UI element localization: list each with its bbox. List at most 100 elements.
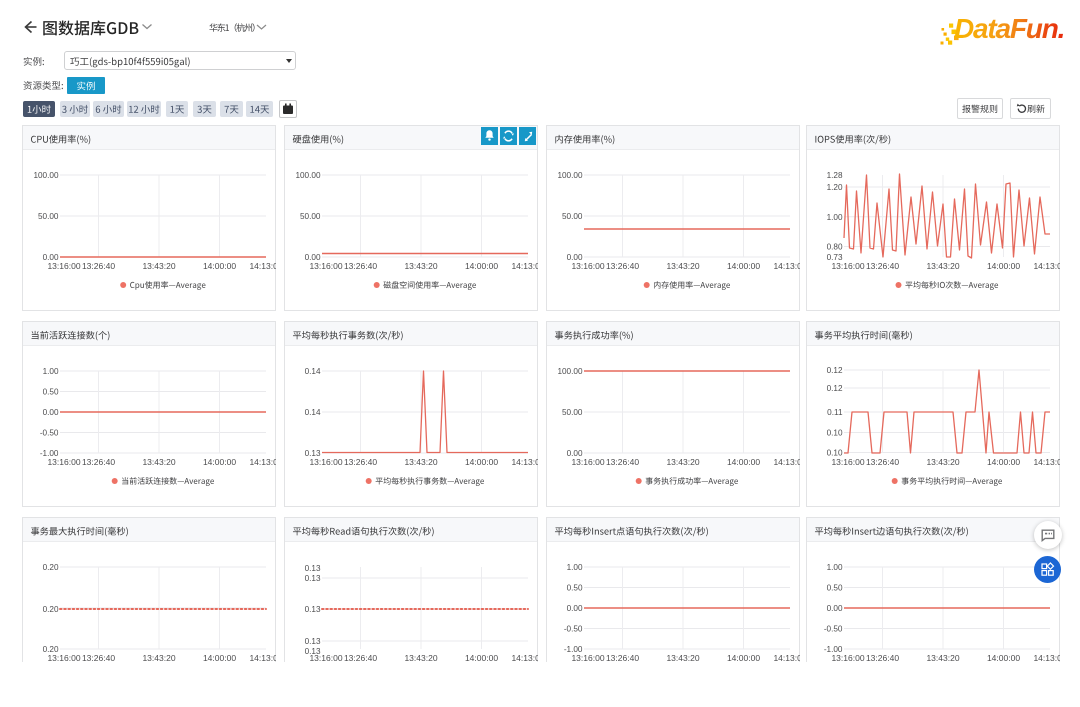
- svg-text:13:26:40: 13:26:40: [606, 261, 639, 271]
- svg-text:14:13:00: 14:13:00: [1033, 261, 1060, 271]
- svg-text:14:13:00: 14:13:00: [773, 261, 800, 271]
- svg-text:13:43:20: 13:43:20: [404, 261, 437, 271]
- svg-text:13:16:00: 13:16:00: [831, 653, 864, 662]
- svg-text:0.00: 0.00: [43, 408, 59, 417]
- svg-text:0.13: 0.13: [305, 637, 321, 646]
- svg-text:14:00:00: 14:00:00: [203, 261, 236, 271]
- svg-text:0.80: 0.80: [827, 243, 843, 252]
- svg-text:-1.00: -1.00: [40, 449, 59, 458]
- svg-text:0.12: 0.12: [827, 384, 843, 393]
- svg-text:13:16:00: 13:16:00: [47, 653, 80, 662]
- svg-text:-1.00: -1.00: [564, 645, 583, 654]
- svg-text:0.00: 0.00: [567, 253, 583, 262]
- svg-text:13:16:00: 13:16:00: [571, 261, 604, 271]
- svg-text:13:26:40: 13:26:40: [606, 457, 639, 467]
- svg-text:0.13: 0.13: [305, 647, 321, 656]
- svg-text:-0.50: -0.50: [40, 429, 59, 438]
- svg-text:50.00: 50.00: [562, 212, 583, 221]
- svg-text:100.00: 100.00: [557, 367, 582, 376]
- svg-text:14:00:00: 14:00:00: [727, 457, 760, 467]
- svg-text:13:16:00: 13:16:00: [47, 261, 80, 271]
- svg-text:13:43:20: 13:43:20: [142, 261, 175, 271]
- svg-text:1.20: 1.20: [827, 183, 843, 192]
- svg-text:0.00: 0.00: [567, 449, 583, 458]
- svg-text:0.13: 0.13: [305, 574, 321, 583]
- svg-text:14:00:00: 14:00:00: [465, 653, 498, 662]
- svg-text:14:13:00: 14:13:00: [249, 457, 276, 467]
- svg-text:0.73: 0.73: [827, 253, 843, 262]
- svg-text:13:16:00: 13:16:00: [309, 261, 342, 271]
- svg-text:14:00:00: 14:00:00: [203, 457, 236, 467]
- svg-text:100.00: 100.00: [33, 171, 58, 180]
- svg-text:50.00: 50.00: [300, 212, 321, 221]
- svg-text:1.00: 1.00: [827, 563, 843, 572]
- svg-text:14:13:00: 14:13:00: [249, 653, 276, 662]
- svg-text:14:00:00: 14:00:00: [727, 653, 760, 662]
- svg-text:1.00: 1.00: [567, 563, 583, 572]
- svg-text:1.00: 1.00: [827, 213, 843, 222]
- svg-text:13:43:20: 13:43:20: [666, 653, 699, 662]
- svg-text:14:13:00: 14:13:00: [511, 653, 538, 662]
- svg-text:0.00: 0.00: [43, 253, 59, 262]
- svg-text:0.20: 0.20: [43, 605, 59, 614]
- svg-text:0.50: 0.50: [567, 584, 583, 593]
- svg-text:13:26:40: 13:26:40: [344, 457, 377, 467]
- svg-text:13:26:40: 13:26:40: [866, 653, 899, 662]
- svg-text:13:43:20: 13:43:20: [404, 457, 437, 467]
- svg-text:1.00: 1.00: [43, 367, 59, 376]
- svg-text:0.00: 0.00: [827, 604, 843, 613]
- svg-text:14:00:00: 14:00:00: [987, 261, 1020, 271]
- svg-text:13:26:40: 13:26:40: [866, 261, 899, 271]
- svg-text:-1.00: -1.00: [824, 645, 843, 654]
- svg-text:13:43:20: 13:43:20: [404, 653, 437, 662]
- svg-text:14:13:00: 14:13:00: [249, 261, 276, 271]
- svg-text:13:26:40: 13:26:40: [606, 653, 639, 662]
- svg-text:13:16:00: 13:16:00: [309, 457, 342, 467]
- svg-text:0.12: 0.12: [827, 366, 843, 375]
- svg-text:13:43:20: 13:43:20: [666, 457, 699, 467]
- svg-text:0.13: 0.13: [305, 564, 321, 573]
- svg-text:13:26:40: 13:26:40: [82, 653, 115, 662]
- svg-text:13:26:40: 13:26:40: [82, 261, 115, 271]
- svg-text:14:00:00: 14:00:00: [465, 457, 498, 467]
- svg-text:-0.50: -0.50: [824, 625, 843, 634]
- svg-text:0.20: 0.20: [43, 563, 59, 572]
- svg-text:0.00: 0.00: [305, 253, 321, 262]
- svg-text:0.11: 0.11: [827, 408, 843, 417]
- svg-text:14:00:00: 14:00:00: [727, 261, 760, 271]
- svg-text:0.13: 0.13: [305, 449, 321, 458]
- svg-text:13:43:20: 13:43:20: [926, 653, 959, 662]
- svg-text:0.13: 0.13: [305, 605, 321, 614]
- svg-text:0.50: 0.50: [827, 584, 843, 593]
- svg-text:13:26:40: 13:26:40: [344, 653, 377, 662]
- svg-text:14:00:00: 14:00:00: [203, 653, 236, 662]
- svg-text:13:16:00: 13:16:00: [571, 653, 604, 662]
- svg-text:14:00:00: 14:00:00: [987, 457, 1020, 467]
- svg-text:13:43:20: 13:43:20: [926, 457, 959, 467]
- svg-text:14:13:00: 14:13:00: [511, 457, 538, 467]
- svg-text:13:26:40: 13:26:40: [866, 457, 899, 467]
- svg-text:13:16:00: 13:16:00: [309, 653, 342, 662]
- svg-text:13:16:00: 13:16:00: [571, 457, 604, 467]
- svg-text:0.50: 0.50: [43, 388, 59, 397]
- svg-text:14:13:00: 14:13:00: [773, 653, 800, 662]
- svg-text:50.00: 50.00: [562, 408, 583, 417]
- svg-text:1.28: 1.28: [827, 171, 843, 180]
- svg-text:0.10: 0.10: [827, 449, 843, 458]
- svg-text:13:26:40: 13:26:40: [82, 457, 115, 467]
- svg-text:14:00:00: 14:00:00: [987, 653, 1020, 662]
- svg-text:14:13:00: 14:13:00: [1033, 653, 1060, 662]
- svg-text:0.10: 0.10: [827, 429, 843, 438]
- svg-text:13:43:20: 13:43:20: [926, 261, 959, 271]
- svg-text:13:26:40: 13:26:40: [344, 261, 377, 271]
- svg-text:13:43:20: 13:43:20: [666, 261, 699, 271]
- svg-text:100.00: 100.00: [557, 171, 582, 180]
- svg-text:50.00: 50.00: [38, 212, 59, 221]
- svg-text:0.20: 0.20: [43, 645, 59, 654]
- svg-text:-0.50: -0.50: [564, 625, 583, 634]
- svg-text:13:43:20: 13:43:20: [142, 653, 175, 662]
- svg-text:13:43:20: 13:43:20: [142, 457, 175, 467]
- svg-text:13:16:00: 13:16:00: [831, 457, 864, 467]
- svg-text:13:16:00: 13:16:00: [831, 261, 864, 271]
- svg-text:0.14: 0.14: [305, 367, 321, 376]
